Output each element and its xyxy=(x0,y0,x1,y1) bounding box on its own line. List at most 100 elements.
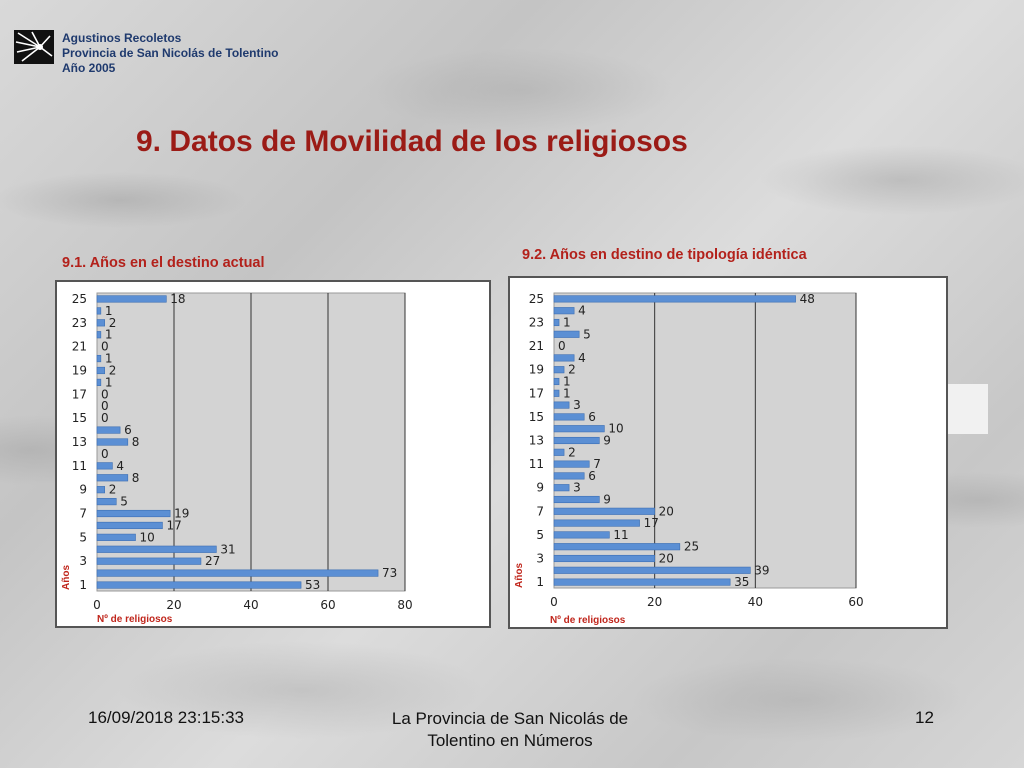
bar xyxy=(96,486,105,494)
y-tick-label: 9 xyxy=(536,481,544,495)
chart-2-panel: 0 20 40 60 1 3 5 7 9 11 13 15 17 19 21 23 25 35 39 20 25 11 17… xyxy=(508,276,948,629)
y-tick-label: 7 xyxy=(79,507,87,521)
data-label: 25 xyxy=(684,540,699,554)
data-label: 27 xyxy=(205,554,220,568)
bar xyxy=(96,509,171,518)
bar xyxy=(96,307,102,315)
y-tick-label: 21 xyxy=(529,339,544,353)
x-axis-label: Nº de religiosos xyxy=(97,614,173,625)
data-label: 9 xyxy=(603,493,611,507)
bar xyxy=(553,389,560,397)
y-tick-label: 21 xyxy=(72,340,87,354)
footer-title-line2: Tolentino en Números xyxy=(427,731,593,750)
y-tick-label: 25 xyxy=(72,292,87,306)
data-label: 6 xyxy=(124,423,132,437)
data-label: 3 xyxy=(573,398,581,412)
bar xyxy=(96,354,102,363)
data-label: 17 xyxy=(166,518,181,532)
bar xyxy=(553,377,560,386)
x-tick-label: 20 xyxy=(166,598,181,612)
bar xyxy=(96,295,167,303)
data-label: 53 xyxy=(305,578,320,592)
y-tick-label: 13 xyxy=(72,435,87,449)
x-tick-label: 80 xyxy=(397,598,412,612)
y-tick-label: 11 xyxy=(529,457,544,471)
data-label: 0 xyxy=(101,411,109,425)
chart-1-panel: 0 20 40 60 80 1 3 5 7 9 11 13 15 17 19 21 23 25 53 73 27 31 10… xyxy=(55,280,491,628)
data-label: 73 xyxy=(382,566,397,580)
data-label: 6 xyxy=(588,469,596,483)
bar xyxy=(553,578,731,586)
y-tick-label: 11 xyxy=(72,459,87,473)
bar xyxy=(553,543,681,551)
bar xyxy=(553,507,655,515)
y-tick-label: 15 xyxy=(529,410,544,424)
decorative-patch xyxy=(948,384,988,434)
bar xyxy=(96,366,105,375)
bar xyxy=(96,581,302,589)
bar xyxy=(553,448,565,456)
data-label: 0 xyxy=(101,387,109,401)
bar xyxy=(96,331,102,339)
data-label: 17 xyxy=(644,516,659,530)
organization-info: Agustinos Recoletos Provincia de San Nic… xyxy=(62,31,279,76)
chart-1-title: 9.1. Años en el destino actual xyxy=(62,255,265,271)
y-tick-label: 19 xyxy=(72,363,87,377)
y-tick-label: 3 xyxy=(536,552,544,566)
bar xyxy=(553,566,751,574)
y-tick-label: 1 xyxy=(79,578,87,592)
y-tick-label: 23 xyxy=(72,316,87,330)
bar xyxy=(553,295,796,303)
data-label: 0 xyxy=(558,339,566,353)
y-tick-label: 3 xyxy=(79,554,87,568)
logo xyxy=(14,30,54,64)
bar xyxy=(553,554,655,563)
org-province: Provincia de San Nicolás de Tolentino xyxy=(62,46,279,60)
bar xyxy=(553,330,580,338)
data-label: 11 xyxy=(613,528,628,542)
data-label: 48 xyxy=(800,292,815,306)
y-tick-label: 17 xyxy=(529,386,544,400)
data-label: 10 xyxy=(608,422,623,436)
bar xyxy=(96,498,117,506)
bar xyxy=(96,557,202,565)
org-year: Año 2005 xyxy=(62,61,116,75)
data-label: 0 xyxy=(101,340,109,354)
bar xyxy=(96,378,102,386)
x-tick-label: 0 xyxy=(550,595,558,609)
data-label: 7 xyxy=(593,457,601,471)
bar xyxy=(553,425,605,433)
data-label: 1 xyxy=(105,304,113,318)
data-label: 2 xyxy=(568,363,576,377)
x-tick-label: 20 xyxy=(647,595,662,609)
data-label: 0 xyxy=(101,399,109,413)
data-label: 4 xyxy=(578,351,586,365)
bar xyxy=(553,484,570,492)
y-tick-label: 13 xyxy=(529,434,544,448)
data-label: 1 xyxy=(105,328,113,342)
bar xyxy=(553,413,585,421)
bar xyxy=(96,319,105,327)
bar xyxy=(96,545,217,553)
data-label: 1 xyxy=(105,375,113,389)
data-label: 3 xyxy=(573,481,581,495)
y-tick-label: 25 xyxy=(529,292,544,306)
chart-2-title: 9.2. Años en destino de tipología idénti… xyxy=(522,247,807,263)
data-label: 4 xyxy=(116,459,124,473)
data-label: 5 xyxy=(120,495,128,509)
starburst-icon xyxy=(15,31,53,62)
data-label: 10 xyxy=(140,530,155,544)
data-label: 39 xyxy=(754,563,769,577)
footer-center: La Provincia de San Nicolás de Tolentino… xyxy=(370,708,650,752)
bar xyxy=(96,426,121,434)
y-tick-label: 7 xyxy=(536,504,544,518)
bar xyxy=(96,462,113,470)
y-axis-label: Años xyxy=(514,563,525,588)
bar xyxy=(553,307,575,315)
y-tick-label: 9 xyxy=(79,483,87,497)
y-tick-label: 19 xyxy=(529,363,544,377)
footer-page-number: 12 xyxy=(915,708,934,727)
bar xyxy=(553,519,640,527)
bar xyxy=(96,521,163,530)
x-tick-label: 0 xyxy=(93,598,101,612)
